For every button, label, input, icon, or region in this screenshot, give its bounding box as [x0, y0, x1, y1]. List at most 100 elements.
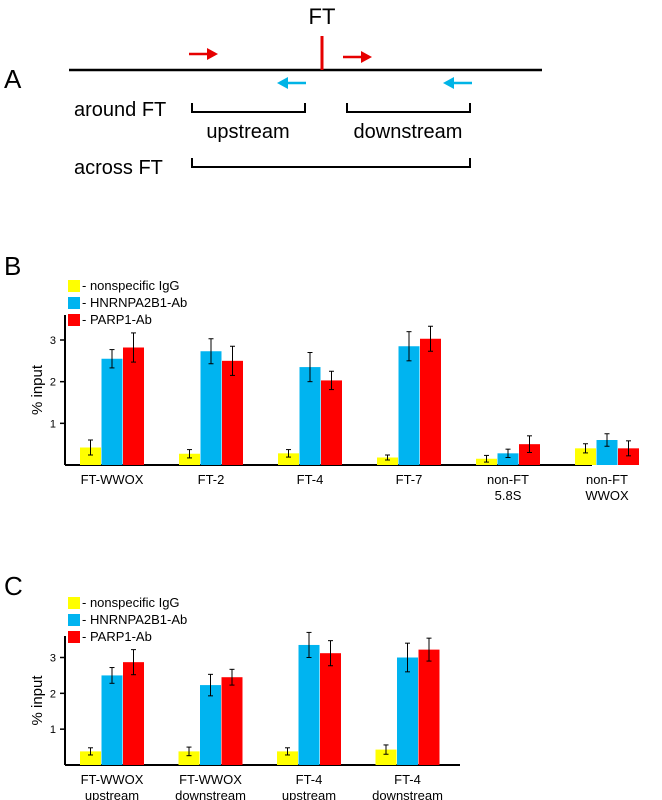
error-bar-igg [383, 744, 389, 755]
ft-label: FT [309, 4, 336, 29]
bar-igg [278, 453, 299, 465]
bar-hnrnpa2b1 [298, 644, 320, 765]
error-bar-hnrnpa2b1 [604, 433, 610, 447]
downstream-label: downstream [354, 121, 463, 143]
error-bar-igg [484, 454, 489, 463]
panel-a: A FT around FT upstream downstream acros… [4, 4, 542, 179]
error-bar-igg [88, 747, 93, 756]
category-label: FT-WWOX upstream [81, 772, 144, 800]
legend-label-parp1: - PARP1-Ab [82, 629, 152, 644]
error-bar-hnrnpa2b1 [505, 448, 511, 458]
error-bar-hnrnpa2b1 [208, 673, 213, 697]
bar-parp1 [221, 677, 243, 765]
category-label: FT-4 upstream [282, 772, 336, 800]
error-bar-parp1 [329, 370, 334, 391]
bar-parp1 [320, 653, 341, 765]
around-ft-label: around FT [74, 99, 166, 121]
y-axis-label: % input [29, 675, 46, 726]
error-bar-hnrnpa2b1 [307, 352, 313, 383]
bar-igg [377, 457, 398, 465]
panel-b: B - nonspecific IgG - HNRNPA2B1-Ab - PARP1… [4, 251, 639, 503]
legend-label-hnrnpa2b1: - HNRNPA2B1-Ab [82, 295, 187, 310]
bar-hnrnpa2b1 [200, 351, 222, 465]
across-ft-label: across FT [74, 157, 163, 179]
downstream-bracket [346, 103, 471, 113]
upstream-label: upstream [206, 121, 289, 143]
error-bar-parp1 [428, 325, 433, 352]
chart-b: - nonspecific IgG - HNRNPA2B1-Ab - PARP1-A… [29, 278, 639, 503]
legend-swatch-hnrnpa2b1 [68, 614, 80, 626]
reverse-primer-arrow-upstream [277, 77, 306, 89]
category-label: FT-7 [396, 472, 423, 487]
bar-igg [179, 453, 200, 465]
y-tick-label: 3 [50, 335, 56, 347]
error-bar-igg [187, 449, 192, 459]
y-axis-label: % input [29, 364, 46, 415]
error-bar-parp1 [626, 440, 631, 457]
bar-igg [375, 749, 397, 765]
error-bar-hnrnpa2b1 [406, 331, 412, 362]
error-bar-parp1 [229, 668, 235, 686]
bar-parp1 [222, 360, 243, 465]
bar-igg [575, 448, 596, 465]
error-bar-hnrnpa2b1 [306, 631, 312, 658]
bar-parp1 [420, 338, 441, 465]
error-bar-igg [88, 439, 93, 456]
error-bar-igg [583, 443, 588, 454]
bar-parp1 [123, 347, 144, 465]
panel-c-letter: C [4, 571, 23, 601]
bar-igg [277, 751, 298, 765]
category-label: non-FT 5.8S [487, 472, 529, 503]
reverse-primer-arrow-downstream [443, 77, 472, 89]
chart-c: - nonspecific IgG - HNRNPA2B1-Ab - PARP1-A… [29, 595, 460, 800]
bar-hnrnpa2b1 [398, 346, 420, 465]
legend-swatch-hnrnpa2b1 [68, 297, 80, 309]
category-label: FT-4 downstream [372, 772, 443, 800]
bar-hnrnpa2b1 [101, 675, 123, 765]
legend-swatch-igg [68, 597, 80, 609]
bar-hnrnpa2b1 [397, 657, 418, 765]
error-bar-parp1 [131, 649, 136, 676]
across-bracket [191, 158, 471, 168]
error-bar-parp1 [527, 435, 532, 453]
bar-parp1 [418, 649, 440, 765]
bar-parp1 [321, 380, 342, 465]
panel-b-letter: B [4, 251, 21, 281]
bar-igg [80, 751, 101, 765]
error-bar-igg [286, 449, 291, 458]
legend-swatch-parp1 [68, 631, 80, 643]
forward-primer-arrow-upstream [189, 48, 218, 60]
error-bar-parp1 [328, 640, 333, 667]
bar-parp1 [519, 444, 540, 465]
category-label: FT-2 [198, 472, 225, 487]
error-bar-igg [385, 454, 390, 461]
error-bar-hnrnpa2b1 [109, 667, 115, 684]
forward-primer-arrow-downstream [343, 51, 372, 63]
bar-parp1 [123, 662, 144, 765]
bar-hnrnpa2b1 [497, 453, 519, 465]
bar-parp1 [618, 448, 639, 465]
legend-label-hnrnpa2b1: - HNRNPA2B1-Ab [82, 612, 187, 627]
bar-hnrnpa2b1 [101, 358, 123, 465]
error-bar-igg [285, 747, 290, 756]
panel-c: C - nonspecific IgG - HNRNPA2B1-Ab - PARP1… [4, 571, 460, 800]
bar-igg [80, 447, 101, 465]
legend-label-parp1: - PARP1-Ab [82, 312, 152, 327]
category-label: non-FT WWOX [585, 472, 629, 503]
y-tick-label: 1 [50, 724, 56, 736]
legend-swatch-parp1 [68, 314, 80, 326]
category-label: FT-4 [297, 472, 324, 487]
error-bar-hnrnpa2b1 [405, 642, 410, 673]
error-bar-parp1 [131, 332, 136, 363]
y-tick-label: 3 [50, 653, 56, 665]
error-bar-igg [186, 746, 192, 757]
error-bar-hnrnpa2b1 [208, 338, 214, 365]
category-label: FT-WWOX downstream [175, 772, 246, 800]
y-tick-label: 2 [50, 688, 56, 700]
legend-label-igg: - nonspecific IgG [82, 595, 180, 610]
upstream-bracket [191, 103, 306, 113]
legend-label-igg: - nonspecific IgG [82, 278, 180, 293]
legend-swatch-igg [68, 280, 80, 292]
panel-a-letter: A [4, 64, 22, 94]
